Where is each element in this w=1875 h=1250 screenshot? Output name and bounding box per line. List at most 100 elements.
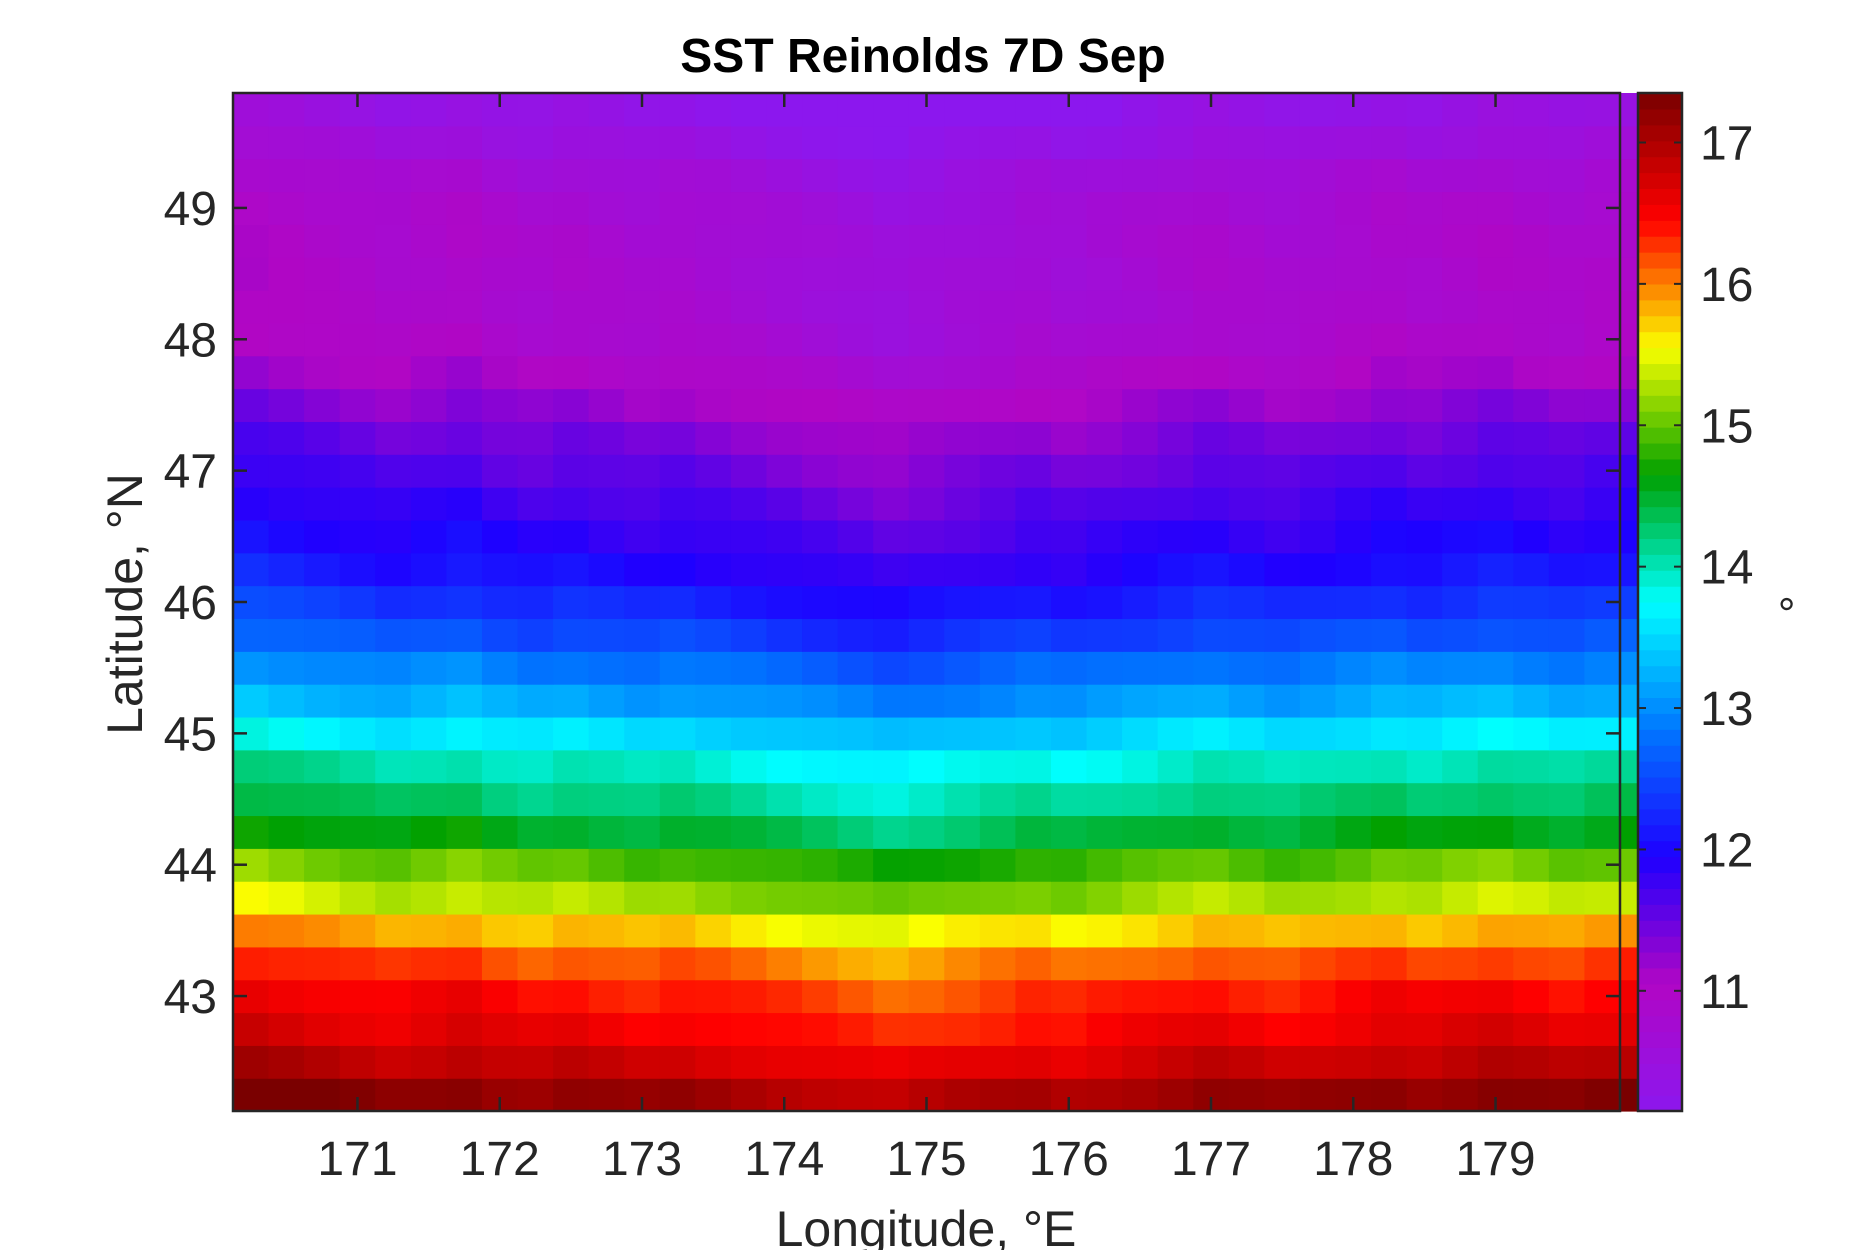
heatmap-cell	[802, 322, 839, 357]
heatmap-cell	[1086, 257, 1123, 291]
heatmap-cell	[517, 815, 554, 849]
heatmap-cell	[268, 322, 305, 357]
heatmap-cell	[873, 290, 910, 324]
heatmap-cell	[659, 1078, 696, 1112]
heatmap-cell	[659, 946, 696, 981]
colorbar-swatch	[1638, 729, 1682, 746]
heatmap-cell	[1548, 388, 1586, 422]
heatmap-cell	[1371, 519, 1408, 554]
heatmap-cell	[446, 881, 483, 915]
x-tick-label: 175	[886, 1133, 966, 1186]
heatmap-cell	[1513, 519, 1550, 554]
heatmap-cell	[1371, 684, 1408, 718]
heatmap-cell	[304, 881, 341, 915]
heatmap-cell	[979, 388, 1017, 422]
heatmap-cell	[1050, 881, 1088, 915]
heatmap-cell	[873, 93, 910, 127]
heatmap-cell	[1228, 224, 1265, 258]
heatmap-cell	[1193, 815, 1230, 849]
heatmap-cell	[837, 1012, 874, 1046]
heatmap-cell	[446, 946, 483, 981]
heatmap-cell	[517, 191, 554, 225]
heatmap-cell	[375, 290, 412, 324]
heatmap-cell	[1157, 618, 1194, 652]
heatmap-cell	[1584, 487, 1621, 521]
heatmap-cell	[1406, 355, 1443, 390]
heatmap-cell	[1015, 749, 1052, 784]
y-tick-label: 44	[164, 840, 217, 893]
heatmap-cell	[339, 815, 376, 849]
heatmap-cell	[624, 487, 661, 521]
colorbar-swatch	[1638, 363, 1682, 380]
heatmap-cell	[695, 355, 732, 390]
heatmap-cell	[659, 815, 696, 849]
heatmap-cell	[481, 815, 519, 849]
heatmap-cell	[410, 684, 447, 718]
heatmap-cell	[659, 519, 696, 554]
heatmap-cell	[1122, 487, 1159, 521]
heatmap-cell	[517, 946, 554, 981]
heatmap-cell	[659, 881, 696, 915]
heatmap-cell	[1228, 519, 1265, 554]
heatmap-cell	[730, 487, 768, 521]
heatmap-cell	[1193, 191, 1230, 225]
heatmap-cell	[695, 881, 732, 915]
heatmap-cell	[1477, 749, 1514, 784]
heatmap-cell	[1015, 782, 1052, 817]
colorbar-swatch	[1638, 458, 1682, 476]
heatmap-cell	[659, 487, 696, 521]
colorbar-swatch	[1638, 442, 1682, 460]
colorbar-swatch	[1638, 1063, 1682, 1080]
heatmap-cell	[1371, 355, 1408, 390]
heatmap-cell	[766, 421, 803, 455]
heatmap-cell	[517, 881, 554, 915]
heatmap-cell	[375, 651, 412, 685]
heatmap-cell	[1442, 487, 1479, 521]
heatmap-cell	[695, 93, 732, 127]
colorbar-swatch	[1638, 633, 1682, 651]
heatmap-cell	[873, 946, 910, 981]
heatmap-cell	[695, 158, 732, 193]
heatmap-cell	[908, 487, 945, 521]
heatmap-cell	[695, 290, 732, 324]
heatmap-cell	[446, 651, 483, 685]
heatmap-cell	[1157, 388, 1194, 422]
heatmap-cell	[766, 487, 803, 521]
heatmap-cell	[1371, 454, 1408, 488]
heatmap-cell	[1442, 191, 1479, 225]
heatmap-cell	[1335, 322, 1372, 357]
heatmap-cell	[1050, 487, 1088, 521]
heatmap-cell	[233, 355, 270, 390]
colorbar-swatch	[1638, 951, 1682, 969]
heatmap-cell	[802, 224, 839, 258]
heatmap-cell	[766, 454, 803, 488]
heatmap-cell	[1122, 749, 1159, 784]
heatmap-cell	[481, 454, 519, 488]
heatmap-cell	[410, 1012, 447, 1046]
heatmap-cell	[979, 257, 1017, 291]
heatmap-cell	[446, 322, 483, 357]
heatmap-cell	[1157, 93, 1194, 127]
heatmap-cell	[802, 585, 839, 620]
heatmap-cell	[1477, 487, 1514, 521]
heatmap-cell	[1157, 355, 1194, 390]
heatmap-cell	[1406, 191, 1443, 225]
heatmap-cell	[1442, 421, 1479, 455]
heatmap-cell	[1406, 782, 1443, 817]
heatmap-cell	[517, 224, 554, 258]
heatmap-cell	[1157, 585, 1194, 620]
heatmap-cell	[1264, 454, 1301, 488]
heatmap-cell	[1371, 782, 1408, 817]
heatmap-cell	[1193, 848, 1230, 882]
colorbar: 11 12 13 14 15 16 17	[1636, 91, 1753, 1113]
heatmap-cell	[1122, 684, 1159, 718]
heatmap-cell	[375, 585, 412, 620]
heatmap-cell	[1122, 158, 1159, 193]
heatmap-cell	[233, 815, 270, 849]
colorbar-swatch	[1638, 124, 1682, 142]
heatmap-cell	[1157, 421, 1194, 455]
heatmap-cell	[944, 519, 981, 554]
heatmap-cell	[588, 881, 625, 915]
heatmap-cell	[1584, 519, 1621, 554]
heatmap-cell	[1015, 1045, 1052, 1079]
